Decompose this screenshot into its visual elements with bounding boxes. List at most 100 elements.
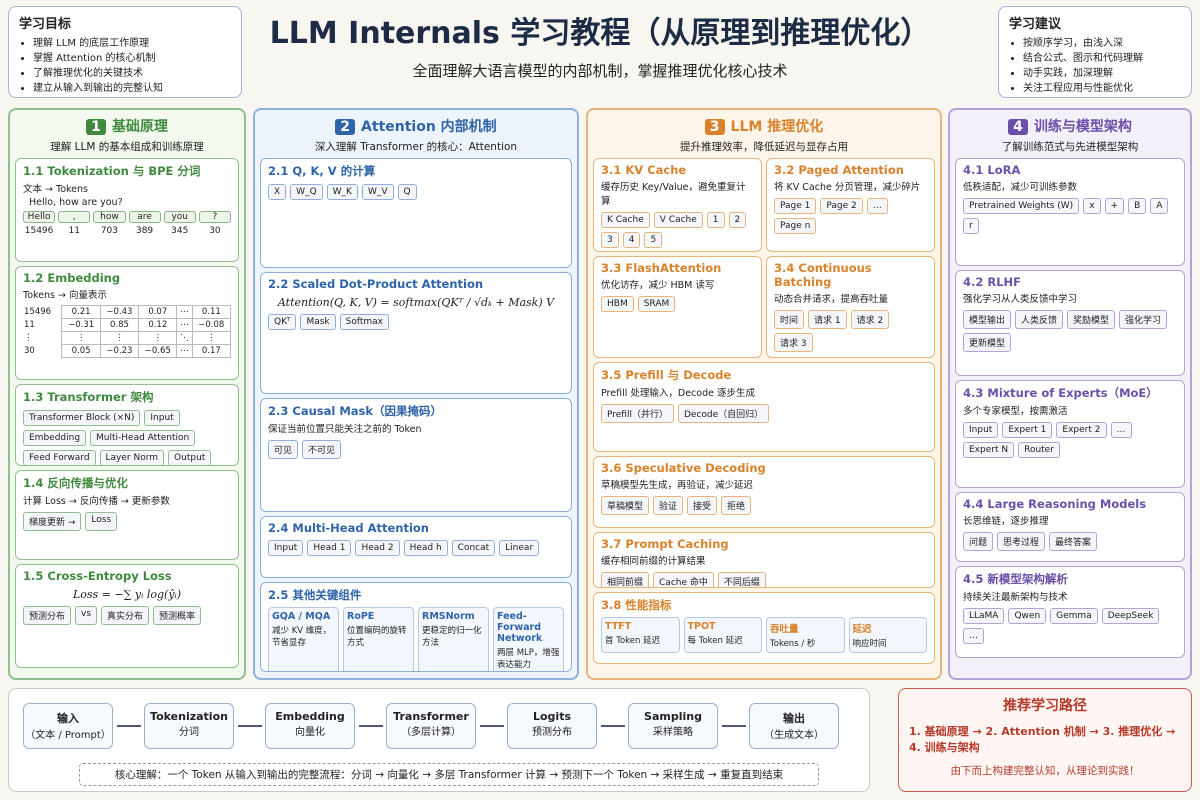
diagram-labels: 模型输出 人类反馈 奖励模型 强化学习 更新模型 — [963, 310, 1177, 352]
embedding-cell: −0.08 — [191, 318, 232, 332]
card: Feed-Forward Network 两层 MLP，增强表达能力 — [493, 607, 564, 671]
embedding-cell: 0.21 — [61, 305, 101, 319]
diagram-label: W_K — [326, 184, 358, 200]
diagram-label: 2 — [728, 212, 747, 228]
cards: GQA / MQA 减少 KV 维度，节省显存 RoPE 位置编码的旋转方式 RMSNo… — [268, 607, 564, 671]
embedding-row: ⋮ ⋮ ⋮ ⋮ ⋱ ⋮ — [23, 331, 232, 345]
diagram-label: 梯度更新 → — [23, 512, 82, 531]
row-label: 11 — [24, 320, 35, 330]
goals-list: 理解 LLM 的底层工作原理掌握 Attention 的核心机制了解推理优化的关… — [19, 36, 231, 96]
diagram-label: Transformer Block (×N) — [23, 410, 141, 426]
path-footer: 由下而上构建完整认知，从理论到实践！ — [950, 765, 1140, 777]
row-label: ⋮ — [24, 333, 33, 343]
card: GQA / MQA 减少 KV 维度，节省显存 — [268, 607, 339, 671]
card-text: 更稳定的归一化方法 — [422, 626, 482, 648]
step-title: Embedding — [275, 710, 345, 723]
token-id: 15496 — [24, 226, 54, 236]
arrow — [722, 725, 746, 727]
column-title: 基础原理 — [111, 119, 168, 135]
goals-item: 建立从输入到输出的完整认知 — [33, 81, 231, 96]
section-desc: 长思维链，逐步推理 — [963, 516, 1049, 527]
step-sub: （文本 / Prompt） — [25, 730, 111, 741]
diagram-label: Feed Forward — [23, 450, 96, 465]
arrow — [601, 725, 625, 727]
section-desc: 缓存相同前缀的计算结果 — [601, 556, 706, 567]
diagram-labels: 问题 思考过程 最终答案 — [963, 532, 1177, 551]
section-title: 4.3 Mixture of Experts（MoE） — [963, 386, 1158, 400]
column-subtitle: 了解训练范式与先进模型架构 — [1001, 141, 1139, 153]
goals-box: 学习目标理解 LLM 的底层工作原理掌握 Attention 的核心机制了解推理… — [8, 6, 242, 98]
diagram-label: Input — [963, 422, 999, 438]
section-title: 1.4 反向传播与优化 — [23, 476, 128, 490]
section: 3.5 Prefill 与 Decode Prefill 处理输入，Decode … — [593, 362, 935, 452]
card-title: GQA / MQA — [272, 611, 331, 622]
diagram-label: Page 1 — [774, 198, 817, 214]
row-label: 15496 — [24, 307, 52, 317]
diagram-label: 预测分布 — [23, 606, 72, 625]
embedding-cell: ⋱ — [176, 331, 193, 345]
diagram-label: Page 2 — [820, 198, 863, 214]
diagram-label: 可见 — [268, 440, 299, 459]
diagram-labels: Transformer Block (×N) Input Embedding Mult… — [23, 410, 231, 465]
section: 3.2 Paged Attention 将 KV Cache 分页管理，减少碎片 P… — [766, 158, 935, 252]
embedding-cell: −0.43 — [99, 305, 140, 319]
section: 4.2 RLHF 强化学习从人类反馈中学习 模型输出 人类反馈 奖励模型 强化学习 更新模型 — [955, 270, 1185, 376]
step-title: 输出 — [783, 712, 805, 725]
column-title: LLM 推理优化 — [730, 119, 824, 135]
diagram-label: Mask — [300, 314, 336, 330]
embedding-cell: 0.12 — [138, 318, 178, 332]
embedding-cell: ⋮ — [138, 331, 178, 345]
diagram-labels: 草稿模型 验证 接受 拒绝 — [601, 496, 927, 515]
section-title: 4.2 RLHF — [963, 275, 1022, 289]
section-desc: 优化访存，减少 HBM 读写 — [601, 280, 715, 291]
diagram-label: Loss — [85, 512, 118, 531]
diagram-label: Decode（自回归） — [677, 404, 770, 423]
section-title: 1.5 Cross-Entropy Loss — [23, 569, 172, 583]
section-title: 2.3 Causal Mask（因果掩码） — [268, 404, 443, 418]
card: 延迟 响应时间 — [848, 617, 927, 653]
arrow — [238, 725, 262, 727]
card-title: TPOT — [687, 621, 716, 632]
step-title: Logits — [532, 710, 572, 723]
section-title: 1.3 Transformer 架构 — [23, 390, 154, 404]
section-title: 2.5 其他关键组件 — [268, 588, 362, 602]
pipeline-step: 输出 （生成文本） — [749, 703, 839, 749]
diagram-label: r — [963, 218, 979, 234]
diagram-label: Head 1 — [307, 540, 352, 556]
section: 1.1 Tokenization 与 BPE 分词 文本 → Tokens Hell… — [15, 158, 239, 262]
diagram-label: Expert 2 — [1056, 422, 1107, 438]
diagram-label: 思考过程 — [997, 532, 1046, 551]
diagram-labels: 梯度更新 → Loss — [23, 512, 231, 531]
token: how — [93, 211, 126, 223]
embedding-cell: −0.31 — [61, 318, 101, 332]
diagram-label: 1 — [706, 212, 725, 228]
diagram-labels: Input Head 1 Head 2 Head h Concat Linear — [268, 540, 564, 556]
token: Hello — [23, 211, 56, 223]
column-header: 1 基础原理 — [10, 116, 244, 136]
diagram-label: Gemma — [1050, 608, 1098, 624]
pipeline-step: Tokenization 分词 — [144, 703, 234, 749]
diagram-label: LLaMA — [963, 608, 1005, 624]
diagram-label: B — [1128, 198, 1147, 214]
path-box: 推荐学习路径 1. 基础原理 → 2. Attention 机制 → 3. 推理… — [898, 688, 1192, 792]
embedding-cell: 0.11 — [191, 305, 232, 319]
diagram-label: DeepSeek — [1101, 608, 1160, 624]
pipeline: 核心理解：一个 Token 从输入到输出的完整流程：分词 → 向量化 → 多层 … — [8, 688, 870, 792]
section: 3.1 KV Cache 缓存历史 Key/Value，避免重复计算 K Cache… — [593, 158, 762, 252]
column-title: 训练与模型架构 — [1033, 119, 1132, 135]
pipeline-step: 输入 （文本 / Prompt） — [23, 703, 113, 749]
step-title: Transformer — [393, 710, 469, 723]
section-title: 2.4 Multi-Head Attention — [268, 521, 429, 535]
diagram-label: 预测概率 — [153, 606, 202, 625]
pipeline-step: Sampling 采样策略 — [628, 703, 718, 749]
column-header: 2 Attention 内部机制 — [255, 116, 577, 136]
card-title: 延迟 — [852, 624, 872, 635]
arrow — [117, 725, 141, 727]
section-title: 3.6 Speculative Decoding — [601, 461, 766, 475]
token: ? — [198, 211, 231, 223]
diagram-label: Q — [397, 184, 417, 200]
embedding-cell: 0.07 — [138, 305, 178, 319]
tips-box: 学习建议按顺序学习，由浅入深结合公式、图示和代码理解动手实践，加深理解关注工程应… — [998, 6, 1192, 98]
embedding-row: 15496 0.21 −0.43 0.07 ⋯ 0.11 — [23, 305, 232, 319]
